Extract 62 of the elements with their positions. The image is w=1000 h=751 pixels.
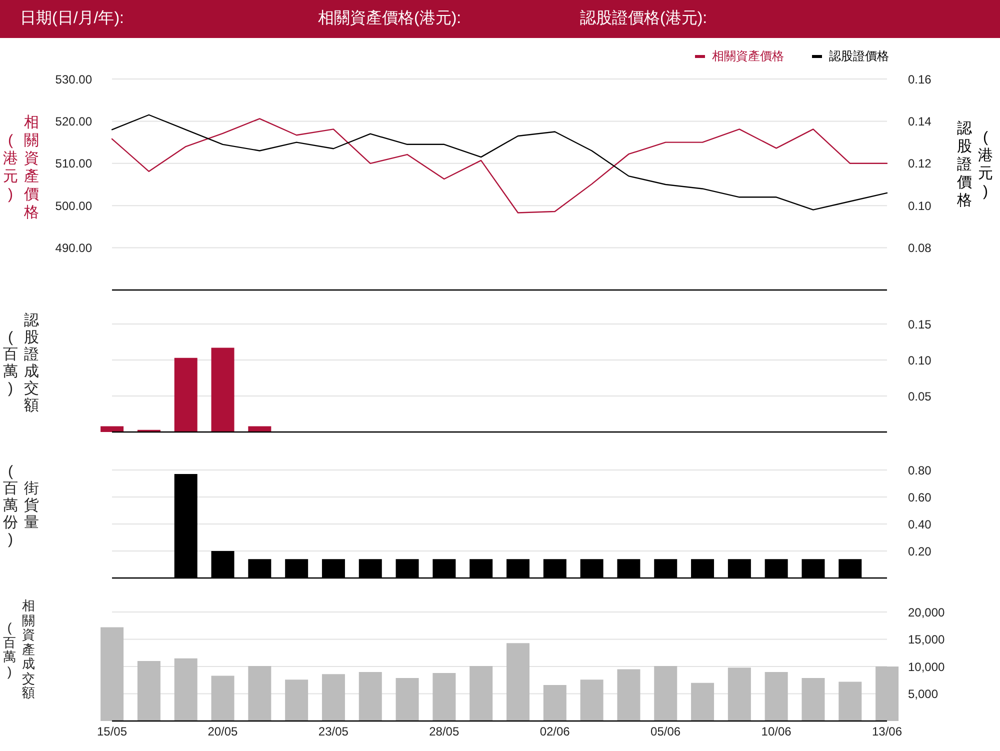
bar	[506, 643, 530, 721]
y-tick-label: 0.80	[908, 463, 932, 478]
y-tick-label: 0.15	[908, 317, 932, 332]
x-tick-label: 10/06	[761, 724, 792, 739]
bar	[248, 666, 272, 721]
bar	[691, 682, 714, 721]
y-tick-label: 5,000	[908, 687, 938, 702]
bar	[248, 426, 272, 432]
bar	[802, 678, 825, 721]
bar	[100, 426, 124, 432]
bar	[728, 668, 751, 721]
y-tick-label: 500.00	[55, 198, 92, 213]
y-tick-label: 10,000	[908, 660, 946, 674]
legend-label: 認股證價格	[828, 48, 889, 65]
x-tick-label: 20/05	[208, 724, 238, 739]
text: 街貨量(百萬份)	[3, 462, 39, 548]
y2-tick-label: 0.14	[908, 114, 932, 128]
y-tick-label: 0.60	[908, 490, 932, 504]
bar	[322, 674, 345, 721]
bar	[358, 672, 382, 721]
bar	[285, 680, 308, 721]
x-tick-label: 05/06	[650, 724, 681, 739]
y-tick-label: 0.20	[908, 544, 932, 558]
x-tick-label: 23/05	[318, 724, 349, 739]
text: 相關資產價格(港元):	[318, 8, 462, 29]
y-tick-label: 20,000	[908, 605, 946, 620]
bar	[396, 678, 419, 721]
bar	[470, 666, 493, 721]
y2-tick-label: 0.08	[908, 241, 932, 256]
bar	[876, 666, 899, 721]
bar	[580, 680, 604, 721]
bar	[543, 685, 566, 721]
bar	[838, 682, 862, 721]
bar	[211, 348, 234, 432]
bar	[211, 676, 234, 721]
bar	[137, 661, 160, 721]
y-tick-label: 0.10	[908, 353, 932, 368]
bar	[432, 673, 456, 721]
bar	[654, 666, 678, 721]
legend-label: 相關資產價格	[711, 48, 784, 65]
text: 認股證成交額(百萬)	[3, 312, 39, 414]
y-tick-label: 490.00	[55, 241, 92, 256]
y-tick-label: 510.00	[55, 156, 92, 171]
y-tick-label: 0.05	[908, 389, 932, 404]
y-tick-label: 520.00	[55, 114, 92, 128]
bar	[174, 358, 198, 432]
bar	[174, 658, 198, 721]
x-tick-label: 15/05	[96, 724, 128, 739]
x-tick-label: 02/06	[540, 724, 570, 739]
bar	[764, 672, 788, 721]
x-tick-label: 28/05	[429, 724, 460, 739]
text: 認股證價格(港元):	[580, 8, 708, 29]
text: 日期(日/月/年):	[20, 9, 124, 29]
y-tick-label: 0.40	[908, 517, 932, 532]
bar	[100, 627, 124, 721]
text: 相關資產價格(港元)	[3, 114, 39, 221]
y2-tick-label: 0.16	[908, 72, 932, 86]
y-tick-label: 15,000	[908, 632, 946, 647]
y2-tick-label: 0.12	[908, 156, 932, 171]
bar	[617, 669, 640, 721]
y-tick-label: 530.00	[55, 72, 92, 86]
x-tick-label: 13/06	[872, 724, 902, 739]
